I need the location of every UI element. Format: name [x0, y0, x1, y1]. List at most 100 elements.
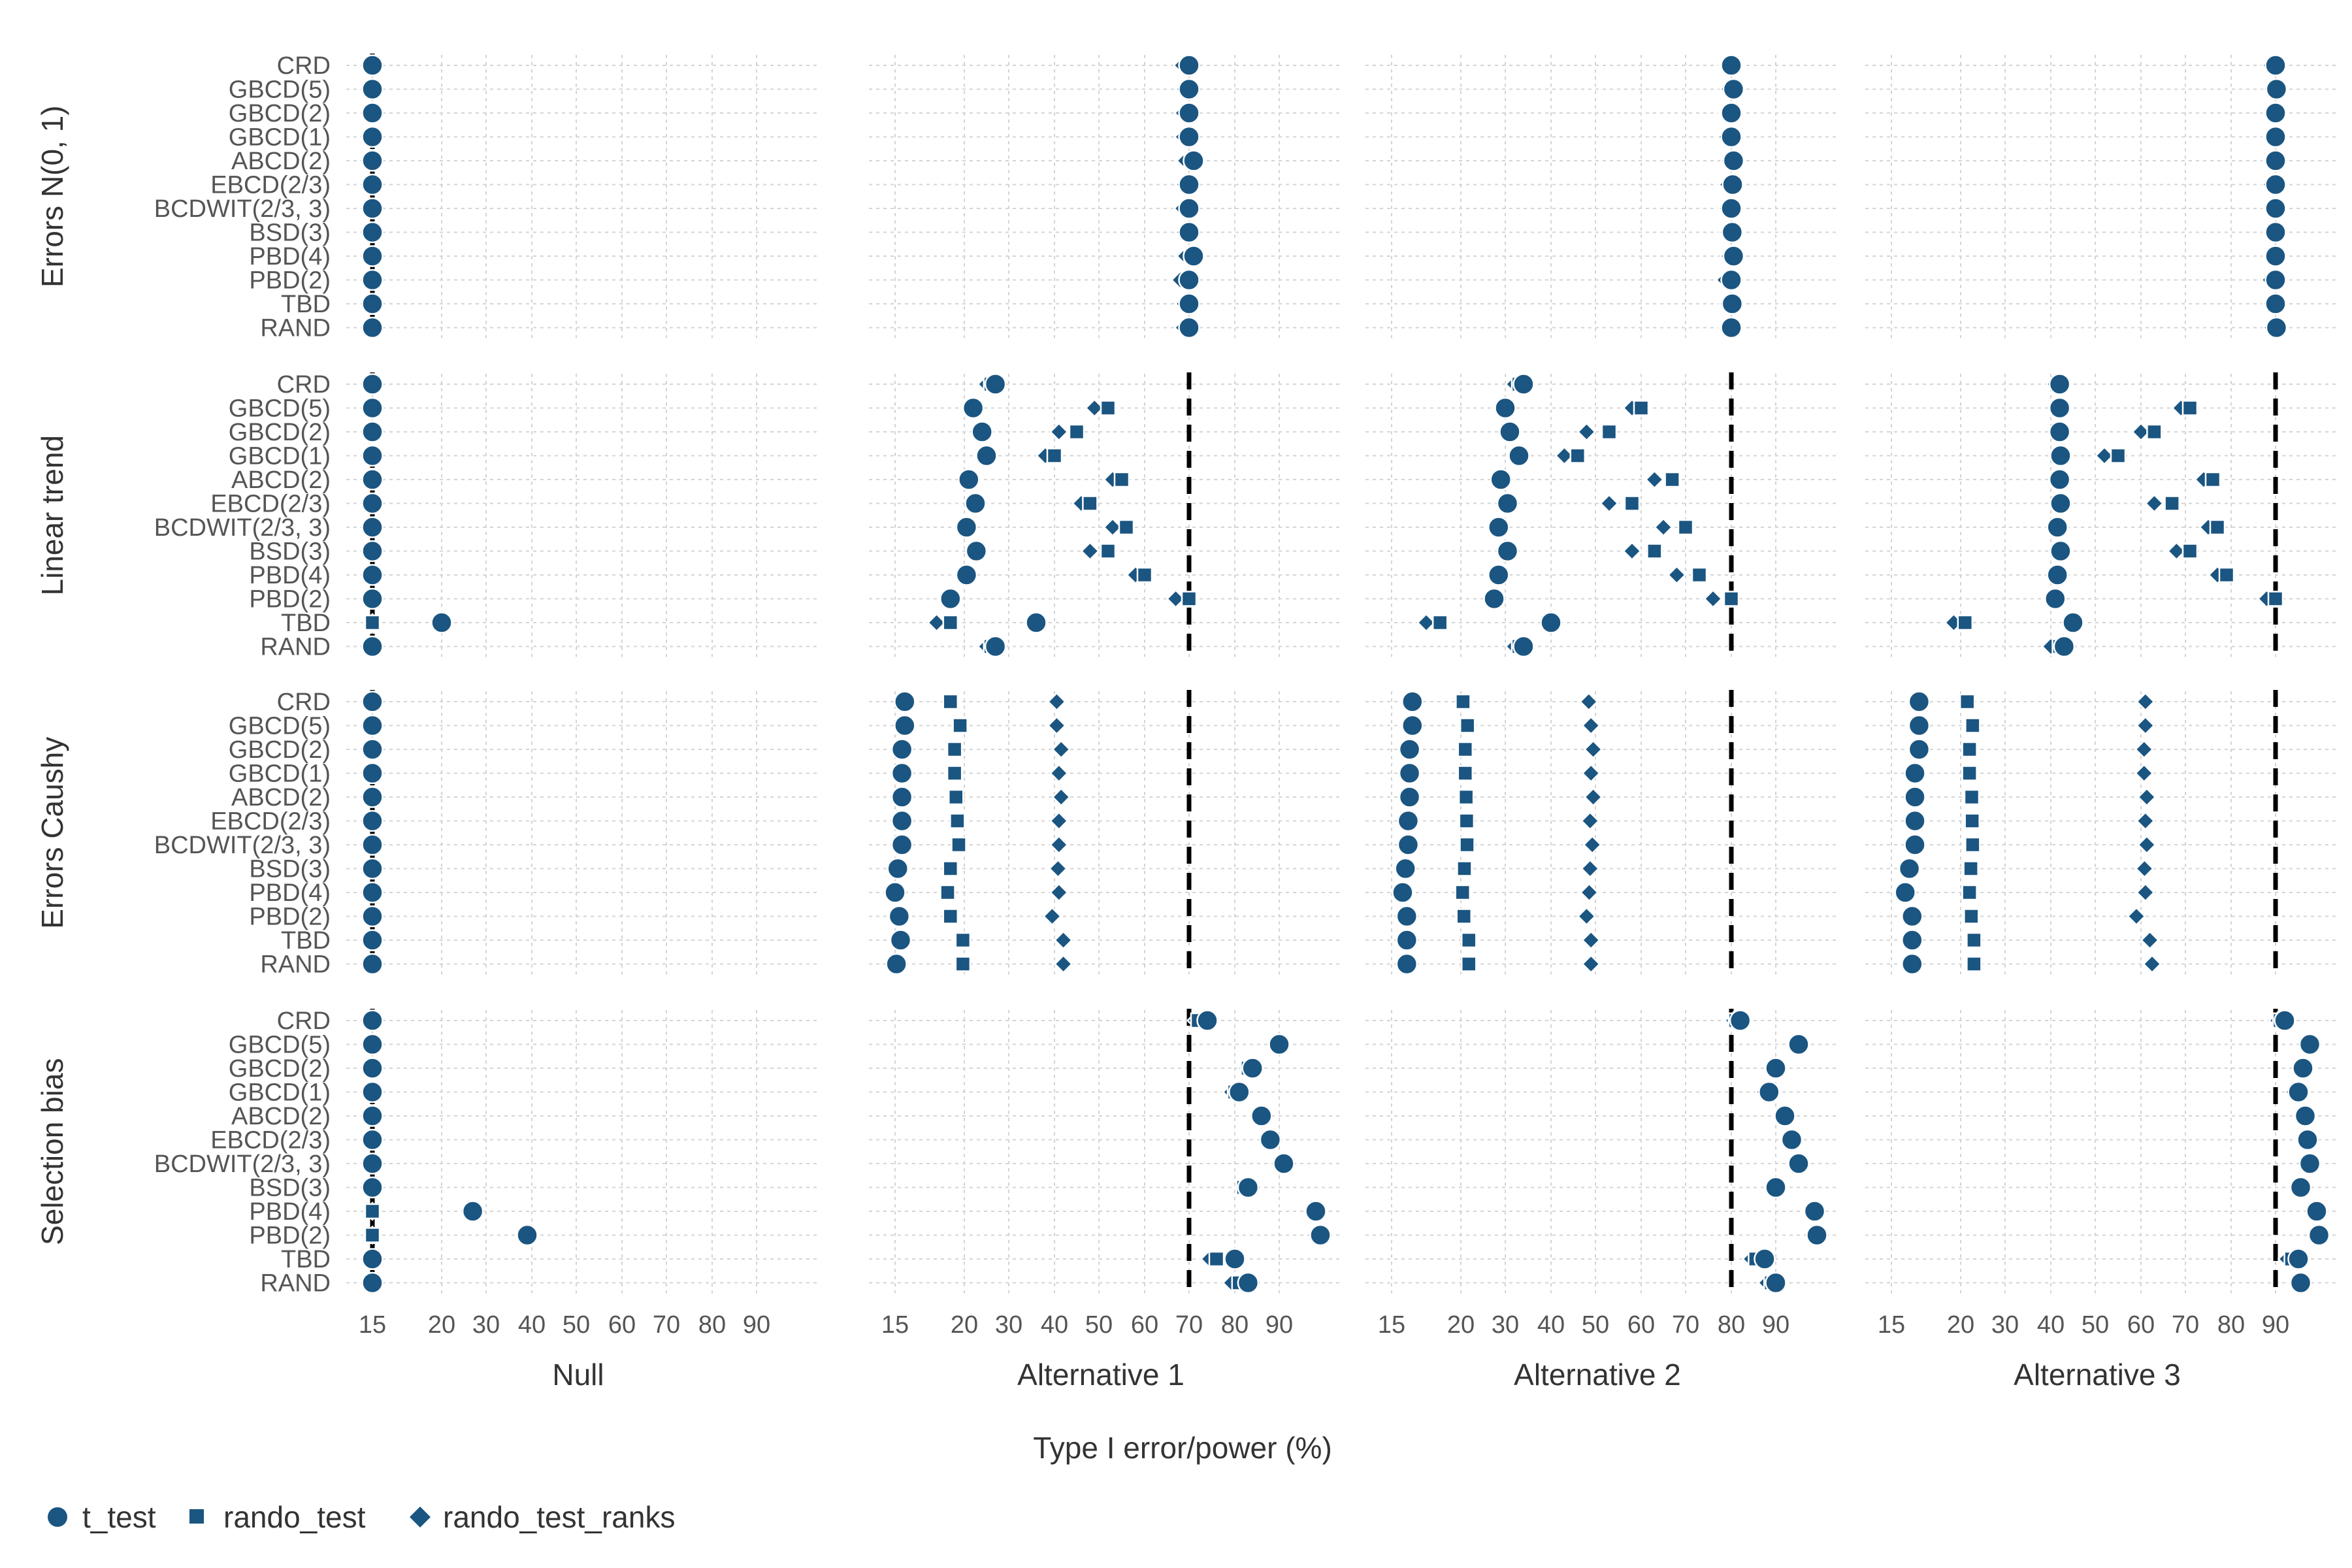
point-t-test [884, 881, 906, 904]
point-t-test [1178, 293, 1200, 315]
point-t-test [1178, 316, 1200, 339]
point-t-test [2298, 1152, 2321, 1175]
point-t-test [1178, 102, 1200, 124]
point-rando-test [2218, 566, 2235, 583]
category-label: ABCD(2) [231, 466, 331, 494]
category-label: BCDWIT(2/3, 3) [154, 1151, 331, 1178]
point-t-test [888, 905, 911, 928]
point-t-test [1196, 1009, 1218, 1032]
point-t-test [1228, 1081, 1250, 1103]
category-label: PBD(2) [249, 904, 331, 931]
point-t-test [361, 738, 384, 760]
point-t-test [1788, 1152, 1810, 1175]
category-label: GBCD(1) [229, 124, 331, 152]
point-rando-test [1208, 1250, 1225, 1267]
point-rando-test [1454, 884, 1471, 901]
point-rando-test [1459, 836, 1475, 853]
point-rando-test-ranks [2144, 493, 2164, 514]
point-t-test [1250, 1105, 1273, 1127]
point-rando-test-ranks [2140, 930, 2160, 950]
point-t-test [2292, 1057, 2314, 1079]
point-t-test [1774, 1105, 1796, 1127]
point-t-test [1898, 857, 1921, 880]
point-rando-test [2164, 495, 2180, 512]
point-t-test [984, 373, 1007, 395]
point-rando-test [1633, 400, 1650, 416]
point-t-test [361, 1176, 384, 1199]
point-t-test [1394, 857, 1416, 880]
point-rando-test [942, 860, 959, 877]
point-t-test [939, 587, 962, 610]
tick-label: 50 [1085, 1311, 1113, 1339]
point-rando-test [1459, 717, 1476, 734]
point-t-test [361, 421, 384, 443]
point-rando-test [1456, 908, 1473, 924]
category-label: PBD(4) [249, 243, 331, 270]
point-t-test [1788, 1033, 1810, 1056]
point-t-test [361, 714, 384, 737]
point-rando-test-ranks [2134, 763, 2154, 783]
column-strip-label-null: Null [552, 1358, 604, 1392]
point-t-test [1397, 834, 1420, 856]
point-t-test [1908, 691, 1931, 713]
point-t-test [955, 516, 978, 538]
point-t-test [361, 857, 384, 880]
tick-label: 60 [1131, 1311, 1158, 1339]
point-rando-test [1455, 693, 1471, 710]
point-t-test [361, 102, 384, 124]
point-t-test [361, 762, 384, 785]
point-rando-test [1569, 448, 1586, 464]
point-t-test [894, 714, 916, 737]
point-t-test [984, 635, 1007, 658]
point-t-test [890, 738, 913, 760]
point-rando-test-ranks [1103, 517, 1122, 537]
tick-label: 30 [1991, 1311, 2019, 1339]
point-t-test [361, 54, 384, 76]
point-rando-test [1963, 908, 1980, 924]
point-t-test [1273, 1152, 1295, 1175]
point-t-test [361, 953, 384, 975]
point-t-test [1398, 762, 1421, 785]
category-label: RAND [260, 1270, 331, 1298]
category-label: RAND [260, 315, 331, 342]
point-t-test [361, 564, 384, 586]
point-rando-test-ranks [1703, 589, 1723, 609]
point-rando-test [2204, 471, 2221, 488]
row-strip-label-linear-trend: Linear trend [35, 435, 69, 596]
tick-label: 40 [1041, 1311, 1068, 1339]
legend-marker-rando-test [189, 1509, 204, 1524]
tick-label: 50 [563, 1311, 590, 1339]
point-rando-test [1963, 860, 1979, 877]
point-t-test [2287, 1248, 2310, 1270]
point-t-test [1904, 809, 1926, 832]
point-t-test [516, 1224, 538, 1247]
point-t-test [1241, 1057, 1264, 1079]
tick-label: 80 [2217, 1311, 2245, 1339]
point-rando-test [955, 956, 972, 972]
point-rando-test-ranks [2136, 715, 2155, 736]
tick-label: 40 [1537, 1311, 1565, 1339]
point-rando-test-ranks [1080, 541, 1100, 561]
point-t-test [1754, 1248, 1776, 1270]
point-t-test [2298, 1033, 2321, 1056]
tick-label: 80 [1718, 1311, 1745, 1339]
point-t-test [1894, 881, 1916, 904]
point-t-test [361, 1271, 384, 1294]
point-t-test [2050, 444, 2072, 467]
point-t-test [1729, 1009, 1752, 1032]
tick-label: 60 [2127, 1311, 2155, 1339]
category-label: ABCD(2) [231, 1103, 331, 1130]
point-rando-test [1961, 765, 1978, 781]
point-t-test [1904, 834, 1926, 856]
tick-label: 90 [1762, 1311, 1789, 1339]
point-t-test [361, 197, 384, 220]
point-t-test [1183, 245, 1205, 267]
tick-label: 70 [1672, 1311, 1699, 1339]
category-label: BSD(3) [249, 538, 331, 566]
point-t-test [1178, 78, 1200, 101]
point-t-test [361, 269, 384, 291]
category-label: RAND [260, 951, 331, 979]
category-label: EBCD(2/3) [210, 172, 331, 199]
point-t-test [361, 1033, 384, 1056]
